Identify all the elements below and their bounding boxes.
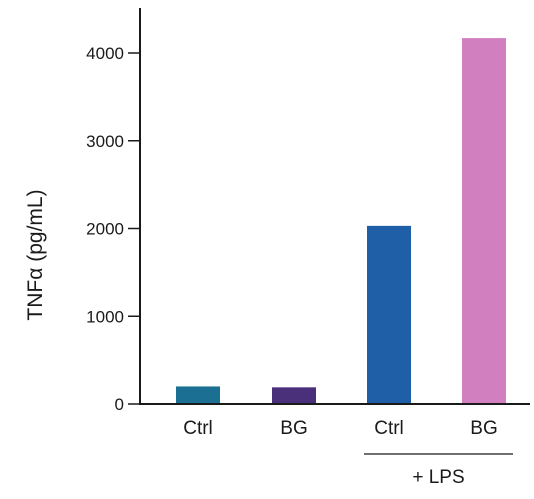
lps-group-label: + LPS xyxy=(412,467,464,488)
y-tick-label: 2000 xyxy=(86,220,124,239)
bar-3 xyxy=(367,225,411,404)
x-tick-labels: Ctrl BG Ctrl BG xyxy=(183,418,498,439)
y-tick-label: 4000 xyxy=(86,44,124,63)
axes xyxy=(139,8,530,405)
y-tick-label: 3000 xyxy=(86,132,124,151)
x-tick-label: BG xyxy=(280,418,307,439)
bars xyxy=(176,38,506,405)
lps-group: + LPS xyxy=(364,453,513,488)
bar-2 xyxy=(272,387,316,404)
y-axis-label: TNFα (pg/mL) xyxy=(24,189,47,320)
bar-1 xyxy=(176,386,220,404)
x-tick-label: BG xyxy=(470,418,497,439)
y-tick-label: 1000 xyxy=(86,307,124,326)
bar-4 xyxy=(462,38,506,405)
x-tick-label: Ctrl xyxy=(374,418,404,439)
x-tick-label: Ctrl xyxy=(183,418,213,439)
y-tick-label: 0 xyxy=(115,395,124,414)
y-ticks: 0 1000 2000 3000 4000 xyxy=(86,44,140,414)
